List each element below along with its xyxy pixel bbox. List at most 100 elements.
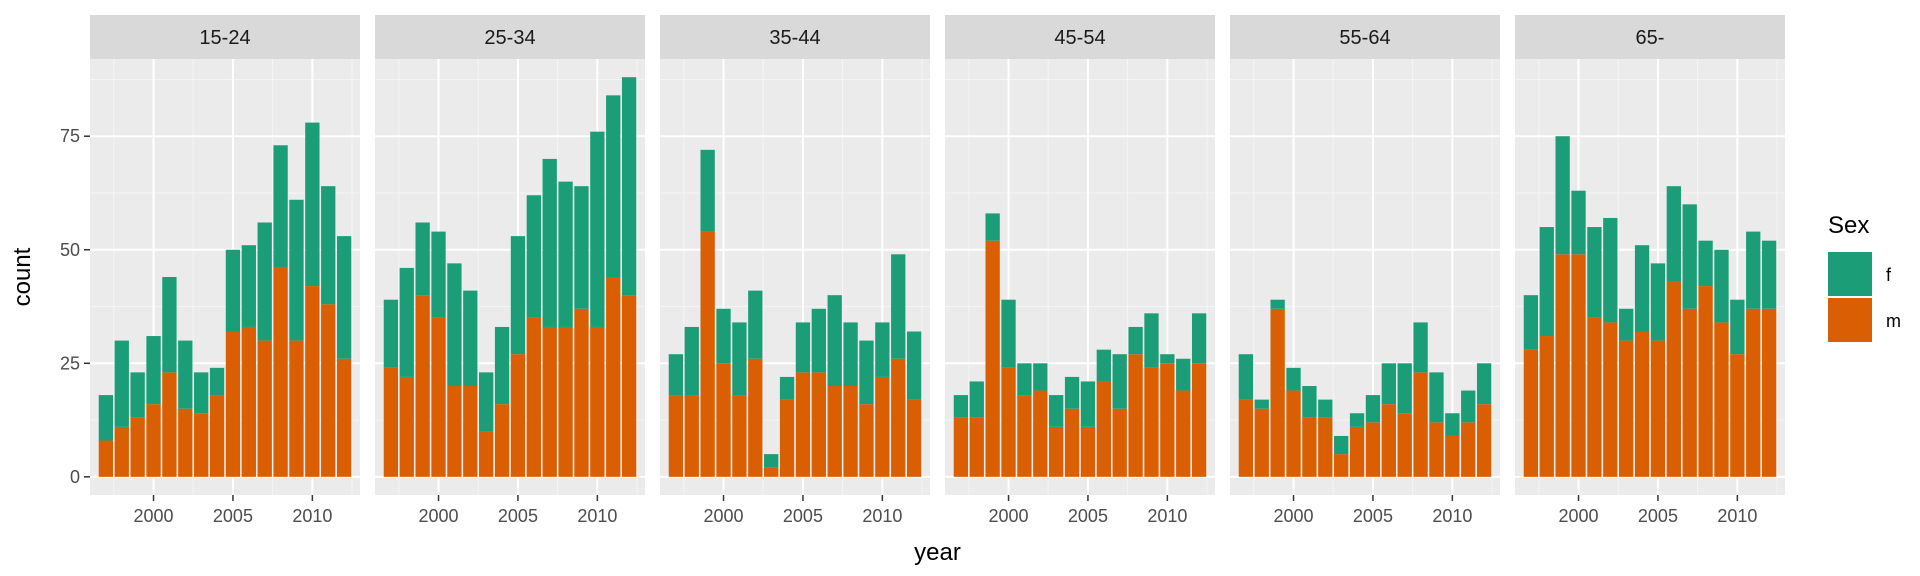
facet-strip <box>660 15 930 59</box>
bar-f-2000 <box>1571 190 1586 255</box>
x-tick-label: 2005 <box>498 506 538 526</box>
x-tick-label: 2000 <box>1274 506 1314 526</box>
bar-m-1997 <box>98 440 114 477</box>
bar-m-1998 <box>1539 336 1554 477</box>
x-axis-title: year <box>914 539 961 566</box>
bar-f-2005 <box>510 236 526 355</box>
bar-f-2012 <box>1476 363 1492 405</box>
bar-m-2004 <box>209 395 225 477</box>
bar-f-2007 <box>542 158 557 327</box>
bar-f-2005 <box>1650 263 1666 341</box>
bar-m-2001 <box>1302 417 1317 477</box>
bar-m-2002 <box>1033 390 1048 477</box>
bar-f-2010 <box>1160 354 1175 364</box>
bar-f-1997 <box>383 299 399 368</box>
bar-f-2009 <box>859 340 874 405</box>
x-tick-label: 2005 <box>1638 506 1678 526</box>
bar-m-2005 <box>1650 340 1666 477</box>
bar-f-2011 <box>606 95 621 277</box>
bar-m-2004 <box>1634 331 1650 477</box>
bar-f-1999 <box>700 149 715 232</box>
x-tick-label: 2010 <box>577 506 617 526</box>
bar-f-2010 <box>1730 299 1745 355</box>
bar-f-2012 <box>621 77 637 296</box>
bar-f-2006 <box>526 195 541 318</box>
bar-m-2009 <box>574 308 589 477</box>
bar-m-2008 <box>1698 286 1713 477</box>
bar-m-2002 <box>1318 417 1333 477</box>
bar-f-2010 <box>590 131 605 327</box>
facet-strip-label: 35-44 <box>769 27 820 49</box>
bar-f-2004 <box>779 376 795 400</box>
bar-f-2000 <box>431 231 446 318</box>
bar-f-2009 <box>1144 313 1159 368</box>
facet-strip <box>90 15 360 59</box>
bar-f-2000 <box>716 308 731 364</box>
bar-m-2006 <box>1096 381 1111 477</box>
bar-m-2008 <box>273 267 288 477</box>
bar-m-2005 <box>225 331 241 477</box>
bar-m-2009 <box>289 340 304 477</box>
bar-f-2005 <box>795 322 811 373</box>
bar-m-2009 <box>1144 367 1159 477</box>
bar-f-2007 <box>1397 363 1412 414</box>
bar-m-1999 <box>700 231 715 477</box>
facet-panel-15-24: 15-24 <box>90 15 360 495</box>
bar-m-2007 <box>1397 413 1412 477</box>
facet-strip <box>375 15 645 59</box>
bar-m-2010 <box>875 376 890 477</box>
bar-f-2006 <box>1096 349 1111 382</box>
bar-f-1999 <box>415 222 430 296</box>
axes: 2000 2005 2010 2000 2005 2010 2000 2005 2010 2000… <box>60 126 1757 526</box>
bar-f-2002 <box>178 340 193 409</box>
bar-f-2001 <box>162 277 177 373</box>
x-tick-label: 2000 <box>419 506 459 526</box>
bar-f-2007 <box>257 222 272 341</box>
bar-f-2003 <box>1334 435 1349 455</box>
bar-m-2010 <box>1730 354 1745 477</box>
bar-m-2011 <box>1176 390 1191 477</box>
bar-m-2001 <box>447 386 462 477</box>
bar-m-2008 <box>1413 372 1428 477</box>
facet-panel-25-34: 25-34 <box>375 15 645 495</box>
bar-m-1998 <box>969 417 984 477</box>
bar-m-2003 <box>194 413 209 477</box>
facet-panel-45-54: 45-54 <box>945 15 1215 495</box>
bar-f-2011 <box>891 254 906 359</box>
bar-m-2000 <box>1286 390 1301 477</box>
bar-f-2004 <box>1349 413 1365 427</box>
bar-m-1998 <box>1254 408 1269 477</box>
bar-f-2001 <box>1017 363 1032 396</box>
bar-m-2008 <box>843 386 858 477</box>
bar-f-2011 <box>321 186 336 305</box>
bar-f-2009 <box>574 186 589 309</box>
bar-f-2009 <box>1714 249 1729 323</box>
bar-f-2003 <box>764 454 779 468</box>
bar-m-1998 <box>114 426 129 477</box>
bar-m-2004 <box>779 399 795 477</box>
bar-m-1998 <box>684 395 699 477</box>
bar-f-2004 <box>209 367 225 396</box>
bar-m-2005 <box>795 372 811 477</box>
bar-f-2008 <box>1413 322 1428 373</box>
bar-f-2009 <box>1429 372 1444 423</box>
legend-label-m: m <box>1886 311 1901 331</box>
bar-f-2012 <box>336 236 352 359</box>
bar-f-2006 <box>1381 363 1396 405</box>
bar-f-1997 <box>668 354 684 396</box>
bar-f-1997 <box>98 395 114 441</box>
bar-m-2003 <box>1049 426 1064 477</box>
bar-f-2012 <box>906 331 922 400</box>
bar-f-2000 <box>1001 299 1016 368</box>
bar-f-2011 <box>1746 231 1761 309</box>
bar-f-2004 <box>1064 376 1080 409</box>
facet-panels: 15-24 25-34 35-44 45-54 55-64 65- <box>90 15 1785 495</box>
bar-m-1999 <box>1555 254 1570 477</box>
bar-f-1997 <box>1523 295 1539 350</box>
bar-m-2002 <box>463 386 478 477</box>
bar-f-1999 <box>1270 299 1285 309</box>
bar-m-2001 <box>732 395 747 477</box>
bar-m-2012 <box>906 399 922 477</box>
bar-m-2000 <box>1001 367 1016 477</box>
bar-m-2010 <box>1160 363 1175 477</box>
